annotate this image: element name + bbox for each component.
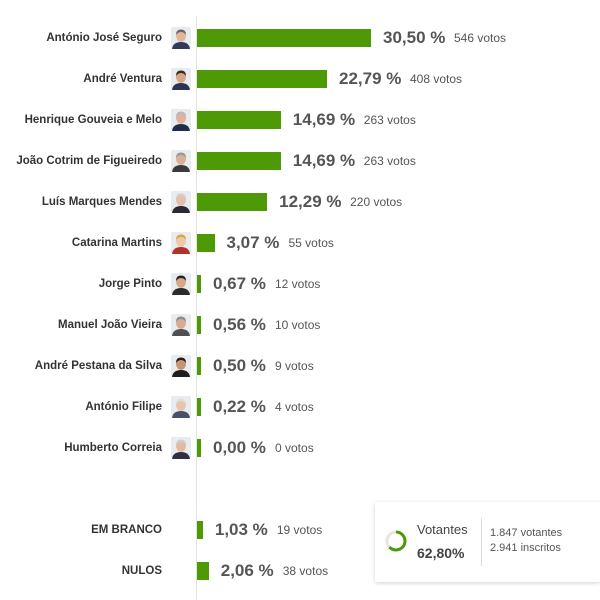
result-bar <box>197 521 203 539</box>
candidate-photo <box>171 150 191 172</box>
turnout-ring-progress <box>385 530 407 552</box>
candidate-photo <box>171 437 191 459</box>
candidate-photo <box>171 314 191 336</box>
candidate-row: André Pestana da Silva 0,50 % 9 votos <box>0 352 600 380</box>
candidate-name: Jorge Pinto <box>98 278 162 290</box>
candidate-photo <box>171 273 191 295</box>
votes-label: 4 votos <box>275 400 314 414</box>
percentage-label: 14,69 % <box>292 110 356 129</box>
candidate-name: Manuel João Vieira <box>58 319 162 331</box>
votes-label: 0 votos <box>275 441 314 455</box>
percentage-label: 3,07 % <box>226 233 280 252</box>
result-bar <box>197 316 201 334</box>
other-label: EM BRANCO <box>91 524 162 536</box>
percentage-label: 14,69 % <box>292 151 356 170</box>
result-bar <box>197 29 371 47</box>
candidate-name: Luís Marques Mendes <box>41 196 162 208</box>
percentage-label: 0,00 % <box>213 438 266 457</box>
votes-label: 19 votos <box>276 523 323 537</box>
votes-label: 408 votos <box>410 72 463 86</box>
votes-label: 220 votos <box>350 195 403 209</box>
result-bar <box>197 275 201 293</box>
votes-label: 546 votos <box>454 31 507 45</box>
candidate-photo <box>171 232 191 254</box>
result-bar <box>197 234 215 252</box>
candidate-photo <box>171 191 191 213</box>
candidate-photo <box>171 68 191 90</box>
candidate-row: Jorge Pinto 0,67 % 12 votos <box>0 270 600 298</box>
votes-label: 38 votos <box>282 564 329 578</box>
candidate-row: António Filipe 0,22 % 4 votos <box>0 393 600 421</box>
percentage-label: 2,06 % <box>220 561 274 580</box>
result-bar <box>197 439 201 457</box>
other-label: NULOS <box>121 565 162 577</box>
turnout-card: Votantes 62,80% 1.847 votantes 2.941 ins… <box>375 502 600 582</box>
result-bar <box>197 193 268 211</box>
result-bar <box>197 111 281 129</box>
candidate-row: António José Seguro 30,50 % 546 votos <box>0 24 600 52</box>
candidate-name: António José Seguro <box>46 32 162 44</box>
candidate-row: Catarina Martins 3,07 % 55 votos <box>0 229 600 257</box>
other-row: NULOS 2,06 % 38 votos <box>0 557 600 585</box>
candidate-row: Luís Marques Mendes 12,29 % 220 votos <box>0 188 600 216</box>
percentage-label: 22,79 % <box>339 69 402 88</box>
candidate-name: Henrique Gouveia e Melo <box>24 114 162 126</box>
candidate-row: João Cotrim de Figueiredo 14,69 % 263 voto… <box>0 147 600 175</box>
result-bar <box>197 398 201 416</box>
result-bar <box>197 357 201 375</box>
candidate-row: Manuel João Vieira 0,56 % 10 votos <box>0 311 600 339</box>
candidate-photo <box>171 355 191 377</box>
candidate-name: João Cotrim de Figueiredo <box>16 155 162 167</box>
result-bar <box>197 70 327 88</box>
candidate-row: André Ventura 22,79 % 408 votos <box>0 65 600 93</box>
percentage-label: 0,50 % <box>213 356 266 375</box>
votes-label: 55 votos <box>288 236 334 250</box>
turnout-percentage: 62,80% <box>417 545 465 561</box>
turnout-voters: 1.847 votantes <box>490 527 563 539</box>
votes-label: 9 votos <box>275 359 314 373</box>
candidate-name: Humberto Correia <box>64 442 162 454</box>
percentage-label: 1,03 % <box>214 520 268 539</box>
turnout-ring-icon <box>385 530 407 552</box>
turnout-registered: 2.941 inscritos <box>490 542 561 554</box>
candidate-row: Humberto Correia 0,00 % 0 votos <box>0 434 600 462</box>
votes-label: 12 votos <box>275 277 321 291</box>
candidate-photo <box>171 396 191 418</box>
candidate-row: Henrique Gouveia e Melo 14,69 % 263 votos <box>0 106 600 134</box>
votes-label: 10 votos <box>275 318 321 332</box>
votes-label: 263 votos <box>363 154 416 168</box>
candidate-name: Catarina Martins <box>71 237 162 249</box>
result-bar <box>197 562 209 580</box>
candidate-photo <box>171 109 191 131</box>
candidate-name: André Pestana da Silva <box>34 360 162 372</box>
percentage-label: 12,29 % <box>279 192 342 211</box>
turnout-label: Votantes <box>417 522 468 537</box>
percentage-label: 0,22 % <box>213 397 266 416</box>
candidate-photo <box>171 27 191 49</box>
candidate-name: António Filipe <box>85 401 162 413</box>
votes-label: 263 votos <box>363 113 416 127</box>
percentage-label: 0,67 % <box>213 274 266 293</box>
result-bar <box>197 152 281 170</box>
turnout-divider <box>481 518 482 566</box>
other-row: EM BRANCO 1,03 % 19 votos <box>0 516 600 544</box>
percentage-label: 0,56 % <box>213 315 266 334</box>
percentage-label: 30,50 % <box>383 28 446 47</box>
axis-line <box>196 16 197 600</box>
candidate-name: André Ventura <box>83 73 162 85</box>
